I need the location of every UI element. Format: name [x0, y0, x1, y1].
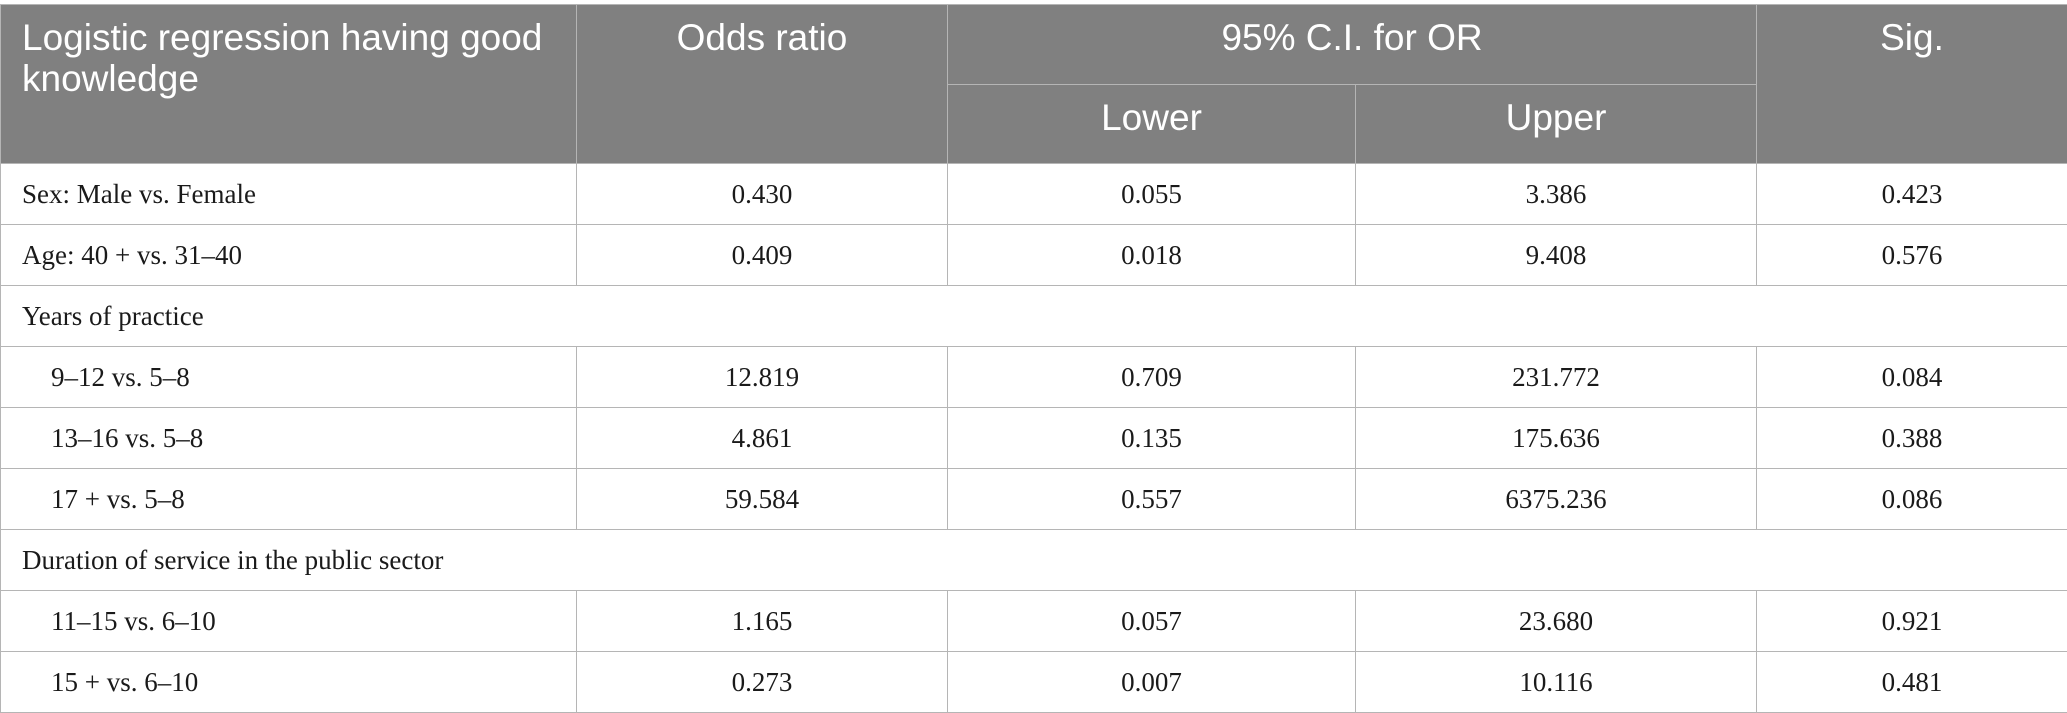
- sig-cell: 0.084: [1757, 347, 2067, 408]
- header-upper: Upper: [1356, 85, 1757, 164]
- table-header: Logistic regression having good knowledg…: [1, 5, 2067, 164]
- header-ci-group: 95% C.I. for OR: [948, 5, 1757, 85]
- row-label: 9–12 vs. 5–8: [1, 347, 577, 408]
- upper-cell: 9.408: [1356, 225, 1757, 286]
- lower-cell: 0.135: [948, 408, 1356, 469]
- lower-cell: 0.557: [948, 469, 1356, 530]
- upper-cell: 231.772: [1356, 347, 1757, 408]
- lower-cell: 0.055: [948, 164, 1356, 225]
- odds-ratio-cell: 0.409: [577, 225, 948, 286]
- sig-cell: 0.576: [1757, 225, 2067, 286]
- table-row: Sex: Male vs. Female 0.430 0.055 3.386 0…: [1, 164, 2067, 225]
- odds-ratio-cell: 4.861: [577, 408, 948, 469]
- section-row: Duration of service in the public sector: [1, 530, 2067, 591]
- row-label: 11–15 vs. 6–10: [1, 591, 577, 652]
- row-label: 13–16 vs. 5–8: [1, 408, 577, 469]
- section-row: Years of practice: [1, 286, 2067, 347]
- header-sig: Sig.: [1757, 5, 2067, 164]
- row-label: 15 + vs. 6–10: [1, 652, 577, 713]
- row-label: Sex: Male vs. Female: [1, 164, 577, 225]
- table-row: 11–15 vs. 6–10 1.165 0.057 23.680 0.921: [1, 591, 2067, 652]
- table-row: 15 + vs. 6–10 0.273 0.007 10.116 0.481: [1, 652, 2067, 713]
- table-body: Sex: Male vs. Female 0.430 0.055 3.386 0…: [1, 164, 2067, 713]
- odds-ratio-cell: 0.430: [577, 164, 948, 225]
- upper-cell: 23.680: [1356, 591, 1757, 652]
- row-label: 17 + vs. 5–8: [1, 469, 577, 530]
- sig-cell: 0.423: [1757, 164, 2067, 225]
- logistic-regression-table: Logistic regression having good knowledg…: [0, 4, 2067, 713]
- sig-cell: 0.388: [1757, 408, 2067, 469]
- sig-cell: 0.086: [1757, 469, 2067, 530]
- lower-cell: 0.007: [948, 652, 1356, 713]
- header-odds-ratio: Odds ratio: [577, 5, 948, 164]
- odds-ratio-cell: 12.819: [577, 347, 948, 408]
- table-row: 9–12 vs. 5–8 12.819 0.709 231.772 0.084: [1, 347, 2067, 408]
- odds-ratio-cell: 59.584: [577, 469, 948, 530]
- lower-cell: 0.709: [948, 347, 1356, 408]
- table-row: Age: 40 + vs. 31–40 0.409 0.018 9.408 0.…: [1, 225, 2067, 286]
- section-label: Duration of service in the public sector: [1, 530, 2067, 591]
- header-predictor: Logistic regression having good knowledg…: [1, 5, 577, 164]
- header-lower: Lower: [948, 85, 1356, 164]
- odds-ratio-cell: 0.273: [577, 652, 948, 713]
- sig-cell: 0.921: [1757, 591, 2067, 652]
- upper-cell: 10.116: [1356, 652, 1757, 713]
- row-label: Age: 40 + vs. 31–40: [1, 225, 577, 286]
- lower-cell: 0.018: [948, 225, 1356, 286]
- odds-ratio-cell: 1.165: [577, 591, 948, 652]
- sig-cell: 0.481: [1757, 652, 2067, 713]
- lower-cell: 0.057: [948, 591, 1356, 652]
- section-label: Years of practice: [1, 286, 2067, 347]
- upper-cell: 6375.236: [1356, 469, 1757, 530]
- upper-cell: 3.386: [1356, 164, 1757, 225]
- upper-cell: 175.636: [1356, 408, 1757, 469]
- table-row: 13–16 vs. 5–8 4.861 0.135 175.636 0.388: [1, 408, 2067, 469]
- table-row: 17 + vs. 5–8 59.584 0.557 6375.236 0.086: [1, 469, 2067, 530]
